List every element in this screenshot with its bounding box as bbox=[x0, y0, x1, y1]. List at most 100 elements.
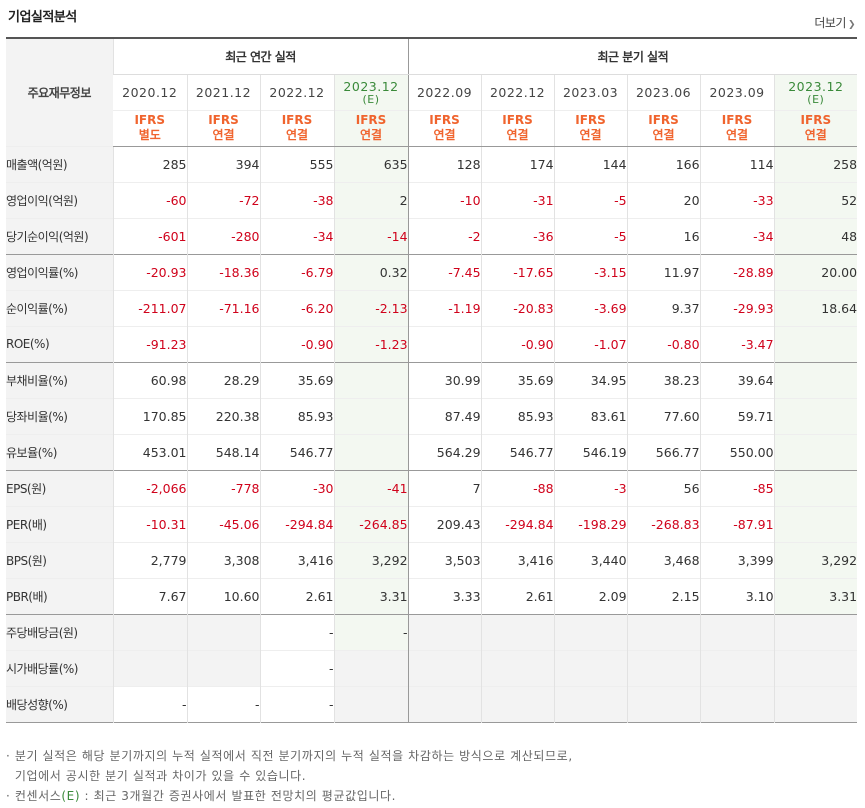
value-cell: 3,503 bbox=[407, 541, 482, 578]
value-cell: 564.29 bbox=[407, 433, 482, 470]
value-cell bbox=[553, 613, 628, 650]
value-cell: -91.23 bbox=[112, 325, 187, 362]
value-cell: 77.60 bbox=[626, 397, 701, 434]
value-cell: 2.09 bbox=[553, 577, 628, 614]
value-cell: 85.93 bbox=[259, 397, 334, 434]
value-cell: -3.15 bbox=[553, 253, 628, 290]
value-cell bbox=[773, 469, 858, 506]
accounting-standard: IFRS 연결 bbox=[259, 109, 334, 147]
table-row: 부채비율(%) 60.98 28.29 35.69 30.99 35.69 34.95 38.… bbox=[6, 361, 858, 398]
value-cell: -29.93 bbox=[699, 289, 775, 326]
row-label: 배당성향(%) bbox=[6, 685, 113, 722]
value-cell: -1.19 bbox=[407, 289, 482, 326]
value-cell: -1.23 bbox=[333, 325, 409, 362]
value-cell bbox=[553, 649, 628, 686]
value-cell: 20.00 bbox=[773, 253, 858, 290]
value-cell: 546.19 bbox=[553, 433, 628, 470]
value-cell: -20.93 bbox=[112, 253, 187, 290]
period-header: 2023.12 (E) bbox=[333, 73, 409, 110]
row-label: 부채비율(%) bbox=[6, 361, 113, 398]
value-cell bbox=[626, 649, 701, 686]
value-cell: -268.83 bbox=[626, 505, 701, 542]
value-cell: 3.31 bbox=[773, 577, 858, 614]
value-cell: -5 bbox=[553, 217, 628, 254]
value-cell: 3,292 bbox=[333, 541, 409, 578]
value-cell: -0.80 bbox=[626, 325, 701, 362]
value-cell bbox=[626, 685, 701, 722]
value-cell: -14 bbox=[333, 217, 409, 254]
value-cell: -280 bbox=[186, 217, 260, 254]
value-cell bbox=[407, 649, 482, 686]
more-label: 더보기 bbox=[814, 16, 846, 30]
table-body: 매출액(억원) 285 394 555 635 128 174 144 166 114 258 영업이… bbox=[6, 145, 858, 722]
accounting-standard: IFRS 연결 bbox=[186, 109, 260, 147]
value-cell bbox=[553, 685, 628, 722]
value-cell: 7.67 bbox=[112, 577, 187, 614]
value-cell: -3 bbox=[553, 469, 628, 506]
value-cell: 35.69 bbox=[259, 361, 334, 398]
value-cell: 85.93 bbox=[480, 397, 555, 434]
value-cell bbox=[407, 685, 482, 722]
value-cell: 2.61 bbox=[480, 577, 555, 614]
accounting-standard: IFRS 연결 bbox=[407, 109, 482, 147]
value-cell: -10.31 bbox=[112, 505, 187, 542]
row-label: 매출액(억원) bbox=[6, 145, 113, 182]
period-header: 2021.12 bbox=[186, 73, 260, 110]
value-cell: 546.77 bbox=[259, 433, 334, 470]
value-cell: 83.61 bbox=[553, 397, 628, 434]
group-annual: 최근 연간 실적 bbox=[112, 37, 409, 75]
value-cell bbox=[407, 613, 482, 650]
value-cell: -88 bbox=[480, 469, 555, 506]
value-cell: -294.84 bbox=[259, 505, 334, 542]
row-label: 당좌비율(%) bbox=[6, 397, 113, 434]
value-cell: -20.83 bbox=[480, 289, 555, 326]
value-cell: 166 bbox=[626, 145, 701, 182]
table-row: ROE(%) -91.23 -0.90 -1.23 -0.90 -1.07 -0.80 -3.… bbox=[6, 325, 858, 362]
row-label: 주당배당금(원) bbox=[6, 613, 113, 650]
value-cell: -30 bbox=[259, 469, 334, 506]
value-cell: -294.84 bbox=[480, 505, 555, 542]
value-cell: -60 bbox=[112, 181, 187, 218]
value-cell: 3.31 bbox=[333, 577, 409, 614]
value-cell: -41 bbox=[333, 469, 409, 506]
value-cell bbox=[333, 685, 409, 722]
value-cell: -2 bbox=[407, 217, 482, 254]
table-row: BPS(원) 2,779 3,308 3,416 3,292 3,503 3,416 3,44… bbox=[6, 541, 858, 578]
table-row: 유보율(%) 453.01 548.14 546.77 564.29 546.77 546.… bbox=[6, 433, 858, 470]
period-header: 2023.12 (E) bbox=[773, 73, 858, 110]
value-cell bbox=[480, 685, 555, 722]
value-cell bbox=[333, 361, 409, 398]
more-link[interactable]: 더보기 ❯ bbox=[814, 14, 855, 31]
accounting-standard: IFRS 별도 bbox=[113, 109, 187, 147]
value-cell: -6.20 bbox=[259, 289, 334, 326]
value-cell: 548.14 bbox=[186, 433, 260, 470]
period-header: 2023.03 bbox=[553, 73, 628, 110]
value-cell: 2.61 bbox=[259, 577, 334, 614]
value-cell: 550.00 bbox=[699, 433, 775, 470]
value-cell bbox=[333, 649, 409, 686]
value-cell bbox=[480, 649, 555, 686]
value-cell: -72 bbox=[186, 181, 260, 218]
row-label: 영업이익률(%) bbox=[6, 253, 113, 290]
value-cell bbox=[773, 397, 858, 434]
value-cell: 546.77 bbox=[480, 433, 555, 470]
value-cell: 114 bbox=[699, 145, 775, 182]
value-cell: 59.71 bbox=[699, 397, 775, 434]
standard-row: IFRS 별도 IFRS 연결 IFRS 연결 IFRS 연결 IFRS 연결 IFRS 연결 IFRS… bbox=[6, 109, 858, 147]
value-cell bbox=[773, 361, 858, 398]
table-row: 배당성향(%) - - - bbox=[6, 685, 858, 722]
value-cell bbox=[186, 325, 260, 362]
value-cell: 35.69 bbox=[480, 361, 555, 398]
value-cell bbox=[407, 325, 482, 362]
value-cell: 3,292 bbox=[773, 541, 858, 578]
value-cell: -3.69 bbox=[553, 289, 628, 326]
value-cell: 285 bbox=[112, 145, 187, 182]
value-cell: -45.06 bbox=[186, 505, 260, 542]
value-cell bbox=[186, 649, 260, 686]
value-cell bbox=[773, 613, 858, 650]
table-row: 매출액(억원) 285 394 555 635 128 174 144 166 114 258 bbox=[6, 145, 858, 182]
value-cell: 3,308 bbox=[186, 541, 260, 578]
financial-table: 주요재무정보 최근 연간 실적 최근 분기 실적 2020.12 2021.12 2… bbox=[6, 37, 858, 723]
value-cell: 2,779 bbox=[112, 541, 187, 578]
value-cell: 39.64 bbox=[699, 361, 775, 398]
